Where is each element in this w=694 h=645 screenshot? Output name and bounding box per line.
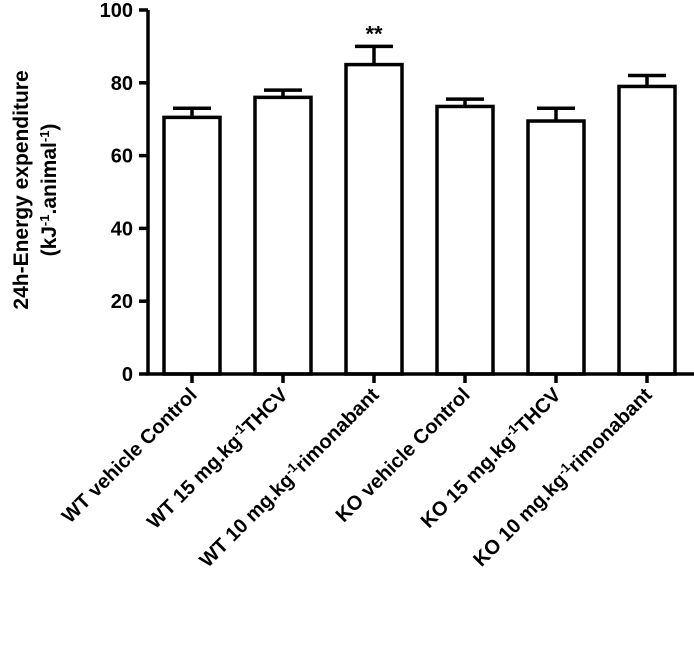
bar (344, 62, 404, 376)
y-tick-label: 20 (111, 291, 133, 313)
y-axis-label-line2: (kJ-1.animal-1) (37, 124, 62, 257)
y-axis-label-line1: 24h-Energy expenditure (10, 70, 33, 309)
y-tick-label: 40 (111, 218, 133, 240)
y-axis-label: 24h-Energy expenditure (kJ-1.animal-1) (10, 70, 61, 309)
y-tick-label: 100 (100, 0, 133, 22)
y-tick-label: 0 (122, 364, 133, 386)
bar (617, 84, 677, 376)
bars: ** (162, 21, 677, 376)
bar (435, 104, 495, 376)
bar (526, 119, 586, 376)
bar (162, 115, 222, 376)
x-category-label: KO 10 mg.kg-1rimonabant (468, 382, 657, 571)
x-category-label: WT 10 mg.kg-1rimonabant (194, 382, 384, 572)
significance-marker: ** (365, 21, 383, 46)
y-tick-label: 60 (111, 146, 133, 168)
bar (253, 95, 313, 376)
y-axis: 0 20 40 60 80 100 (100, 0, 150, 386)
y-tick-label: 80 (111, 73, 133, 95)
